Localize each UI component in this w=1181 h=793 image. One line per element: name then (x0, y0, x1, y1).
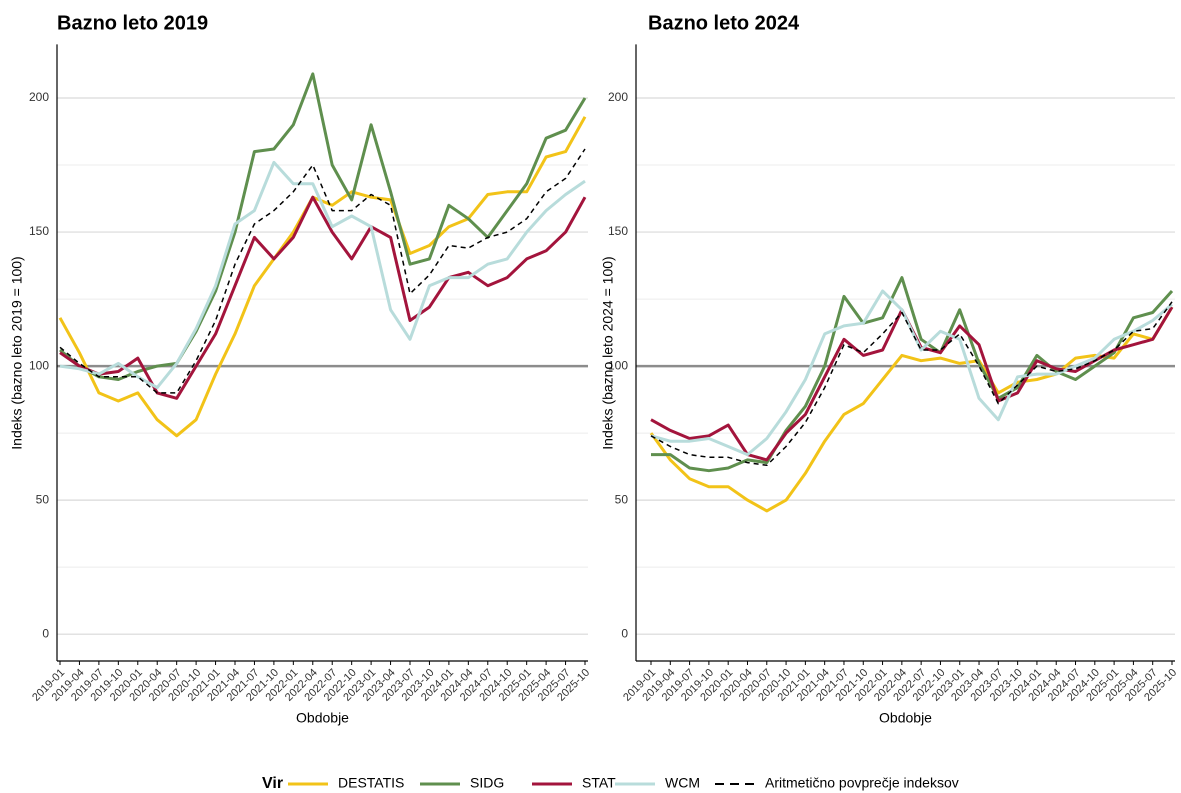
series-line (651, 276, 1174, 473)
series-line (58, 116, 587, 438)
series-line (59, 160, 586, 390)
y-tick-label: 100 (608, 358, 628, 372)
series-line (650, 301, 1173, 467)
panel-title: Bazno leto 2024 (648, 12, 800, 34)
y-tick-label: 0 (621, 626, 628, 640)
x-axis-title: Obdobje (296, 710, 349, 726)
y-axis-title: Indeks (bazno leto 2019 = 100) (9, 256, 25, 449)
legend-label: WCM (665, 775, 700, 791)
y-tick-label: 200 (29, 90, 49, 104)
legend-label: STAT (582, 775, 616, 791)
series-line (650, 289, 1173, 457)
y-axis-title: Indeks (bazno leto 2024 = 100) (600, 256, 616, 449)
panel-title: Bazno leto 2019 (57, 12, 208, 34)
series-line (59, 195, 587, 400)
series-line (59, 72, 587, 381)
y-tick-label: 200 (608, 90, 628, 104)
y-tick-label: 100 (29, 358, 49, 372)
series-line (59, 148, 586, 394)
y-tick-label: 0 (42, 626, 49, 640)
legend-label: Aritmetično povprečje indeksov (765, 775, 959, 791)
legend-label: SIDG (470, 775, 504, 791)
y-tick-label: 150 (608, 224, 628, 238)
legend-label: DESTATIS (338, 775, 404, 791)
x-axis-title: Obdobje (879, 710, 932, 726)
legend-title: Vir (262, 775, 283, 792)
y-tick-label: 50 (36, 492, 50, 506)
series-line (649, 306, 1174, 513)
y-tick-label: 50 (615, 492, 629, 506)
y-tick-label: 150 (29, 224, 49, 238)
